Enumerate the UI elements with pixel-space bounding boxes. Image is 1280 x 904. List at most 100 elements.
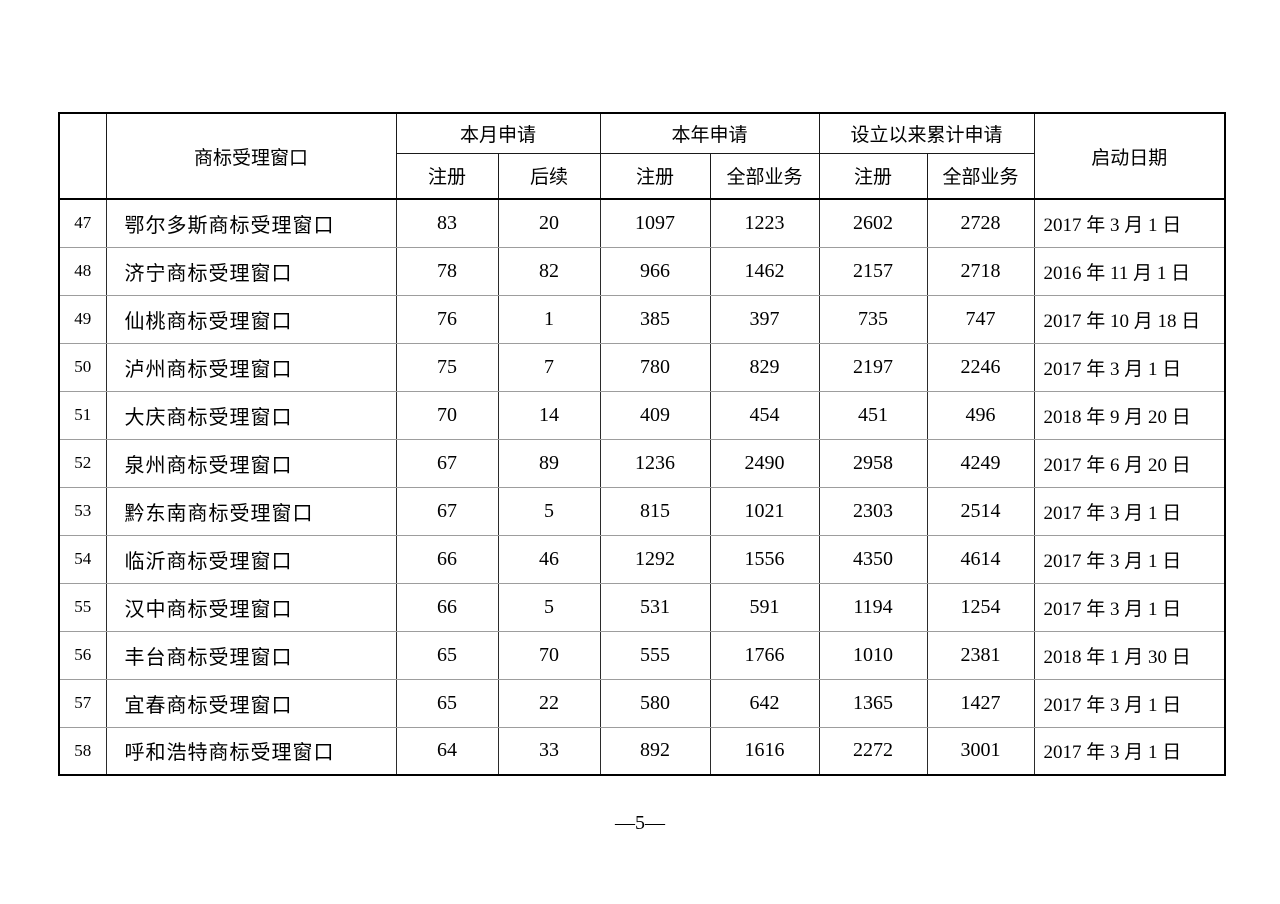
table-row: 48 济宁商标受理窗口 78 82 966 1462 2157 2718 2016 年 11 月… (58, 246, 1226, 296)
value-cell: 531 (599, 582, 711, 632)
window-name-cell: 泸州商标受理窗口 (105, 342, 397, 392)
table-row: 56 丰台商标受理窗口 65 70 555 1766 1010 2381 2018 年 1 月 … (58, 630, 1226, 680)
value-cell: 397 (709, 294, 820, 344)
value-cell: 5 (497, 486, 601, 536)
window-name-cell: 呼和浩特商标受理窗口 (105, 726, 397, 776)
table-row: 47 鄂尔多斯商标受理窗口 83 20 1097 1223 2602 2728 2017 年 3… (58, 198, 1226, 248)
value-cell: 1021 (709, 486, 820, 536)
table-row: 50 泸州商标受理窗口 75 7 780 829 2197 2246 2017 年 3 月 1 … (58, 342, 1226, 392)
value-cell: 1616 (709, 726, 820, 776)
window-name-cell: 大庆商标受理窗口 (105, 390, 397, 440)
value-cell: 496 (926, 390, 1035, 440)
value-cell: 14 (497, 390, 601, 440)
value-cell: 892 (599, 726, 711, 776)
value-cell: 2157 (818, 246, 928, 296)
header-group-row: 商标受理窗口 本月申请 本年申请 设立以来累计申请 启动日期 (58, 112, 1226, 200)
row-number-cell: 56 (58, 630, 107, 680)
window-name-cell: 泉州商标受理窗口 (105, 438, 397, 488)
value-cell: 555 (599, 630, 711, 680)
value-cell: 580 (599, 678, 711, 728)
value-cell: 20 (497, 198, 601, 248)
value-cell: 76 (395, 294, 499, 344)
value-cell: 89 (497, 438, 601, 488)
value-cell: 1365 (818, 678, 928, 728)
start-date-cell: 2017 年 3 月 1 日 (1033, 678, 1226, 728)
value-cell: 1292 (599, 534, 711, 584)
start-date-cell: 2017 年 3 月 1 日 (1033, 534, 1226, 584)
value-cell: 4350 (818, 534, 928, 584)
value-cell: 3001 (926, 726, 1035, 776)
row-number-cell: 51 (58, 390, 107, 440)
value-cell: 2514 (926, 486, 1035, 536)
group-header-this-month: 本月申请 (395, 112, 601, 154)
value-cell: 451 (818, 390, 928, 440)
value-cell: 1010 (818, 630, 928, 680)
start-date-cell: 2018 年 1 月 30 日 (1033, 630, 1226, 680)
page-number: —5— (615, 812, 665, 834)
value-cell: 70 (497, 630, 601, 680)
start-date-cell: 2017 年 3 月 1 日 (1033, 582, 1226, 632)
value-cell: 75 (395, 342, 499, 392)
row-number-cell: 48 (58, 246, 107, 296)
window-name-cell: 济宁商标受理窗口 (105, 246, 397, 296)
start-date-cell: 2017 年 3 月 1 日 (1033, 342, 1226, 392)
value-cell: 966 (599, 246, 711, 296)
value-cell: 780 (599, 342, 711, 392)
value-cell: 66 (395, 582, 499, 632)
value-cell: 2958 (818, 438, 928, 488)
sub-header-month-followup: 后续 (497, 152, 601, 200)
value-cell: 64 (395, 726, 499, 776)
window-name-cell: 鄂尔多斯商标受理窗口 (105, 198, 397, 248)
trademark-window-table: 商标受理窗口 本月申请 本年申请 设立以来累计申请 启动日期 注册 后续 注册 … (58, 112, 1227, 776)
group-header-this-year: 本年申请 (599, 112, 820, 154)
value-cell: 1427 (926, 678, 1035, 728)
start-date-cell: 2017 年 3 月 1 日 (1033, 198, 1226, 248)
row-number-cell: 58 (58, 726, 107, 776)
value-cell: 2602 (818, 198, 928, 248)
start-date-cell: 2016 年 11 月 1 日 (1033, 246, 1226, 296)
sub-header-cum-all: 全部业务 (926, 152, 1035, 200)
value-cell: 2718 (926, 246, 1035, 296)
value-cell: 65 (395, 630, 499, 680)
value-cell: 83 (395, 198, 499, 248)
value-cell: 4614 (926, 534, 1035, 584)
value-cell: 78 (395, 246, 499, 296)
row-number-cell: 54 (58, 534, 107, 584)
start-date-cell: 2017 年 10 月 18 日 (1033, 294, 1226, 344)
value-cell: 642 (709, 678, 820, 728)
start-date-cell: 2017 年 6 月 20 日 (1033, 438, 1226, 488)
sub-header-cum-register: 注册 (818, 152, 928, 200)
value-cell: 454 (709, 390, 820, 440)
value-cell: 1556 (709, 534, 820, 584)
window-name-cell: 黔东南商标受理窗口 (105, 486, 397, 536)
value-cell: 2197 (818, 342, 928, 392)
table-row: 54 临沂商标受理窗口 66 46 1292 1556 4350 4614 2017 年 3 月… (58, 534, 1226, 584)
table-row: 52 泉州商标受理窗口 67 89 1236 2490 2958 4249 2017 年 6 月… (58, 438, 1226, 488)
value-cell: 815 (599, 486, 711, 536)
header-sub-row: 注册 后续 注册 全部业务 注册 全部业务 (59, 152, 1225, 200)
value-cell: 735 (818, 294, 928, 344)
value-cell: 1236 (599, 438, 711, 488)
table-body: 47 鄂尔多斯商标受理窗口 83 20 1097 1223 2602 2728 2017 年 3… (58, 198, 1226, 776)
value-cell: 1223 (709, 198, 820, 248)
window-name-cell: 仙桃商标受理窗口 (105, 294, 397, 344)
row-number-cell: 50 (58, 342, 107, 392)
sub-header-year-register: 注册 (599, 152, 711, 200)
value-cell: 67 (395, 486, 499, 536)
value-cell: 7 (497, 342, 601, 392)
value-cell: 1766 (709, 630, 820, 680)
value-cell: 70 (395, 390, 499, 440)
value-cell: 1462 (709, 246, 820, 296)
value-cell: 1 (497, 294, 601, 344)
row-number-cell: 49 (58, 294, 107, 344)
row-number-cell: 52 (58, 438, 107, 488)
col-header-start-date: 启动日期 (1033, 112, 1226, 200)
value-cell: 46 (497, 534, 601, 584)
corner-cell (58, 112, 107, 200)
value-cell: 1194 (818, 582, 928, 632)
value-cell: 591 (709, 582, 820, 632)
value-cell: 4249 (926, 438, 1035, 488)
value-cell: 82 (497, 246, 601, 296)
value-cell: 1254 (926, 582, 1035, 632)
row-number-cell: 55 (58, 582, 107, 632)
